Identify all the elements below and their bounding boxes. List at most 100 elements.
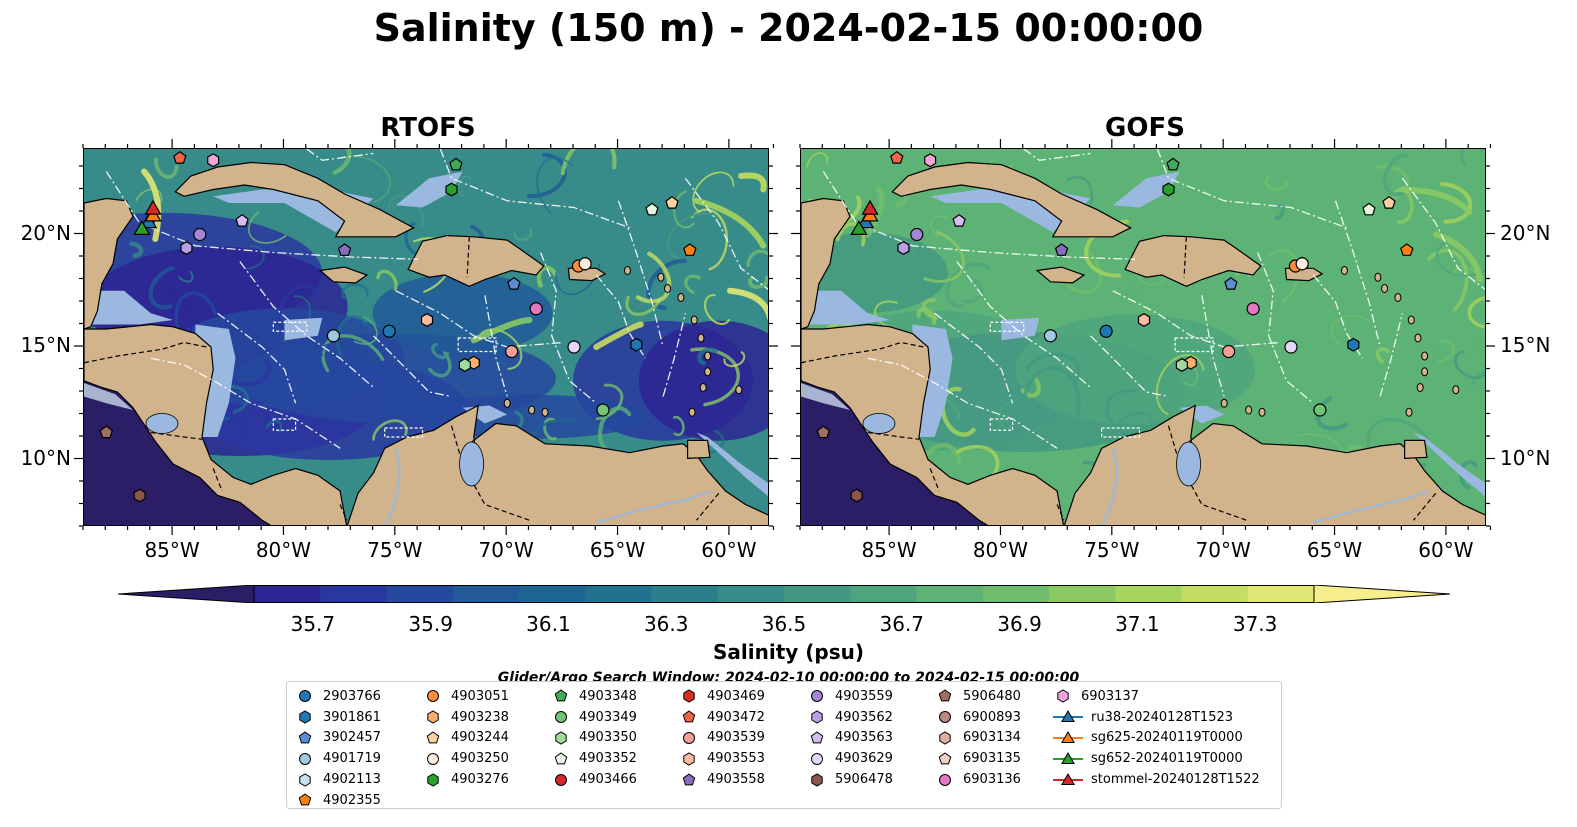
float-marker-4903539[interactable] [505,344,519,359]
colorbar-tick-label: 35.9 [408,612,453,636]
colorbar-bin [585,585,652,603]
float-marker-5906480[interactable] [99,425,114,439]
hexagon-marker-icon [299,710,311,724]
legend-item: 6903135 [935,748,1021,769]
legend-column: 4903348 4903349 4903350 4903352 4903466 [551,686,637,790]
float-marker-4902355[interactable] [1400,243,1414,256]
legend-item-label: 4903629 [835,751,893,767]
float-marker-3901861[interactable] [1347,337,1360,352]
float-marker-4903276[interactable] [1162,182,1175,197]
float-marker-4903558[interactable] [1054,243,1069,256]
float-marker-4903238[interactable] [1184,355,1197,370]
float-marker-4903563[interactable] [235,213,249,227]
legend-item: 4903466 [551,769,637,790]
float-marker-4903558[interactable] [337,243,352,256]
float-marker-4903250[interactable] [578,257,592,271]
float-marker-6903137[interactable] [207,153,220,168]
float-marker-6903136[interactable] [1246,302,1260,316]
float-marker-4903350[interactable] [458,358,471,372]
float-marker-4903352[interactable] [1362,202,1376,216]
lat-tick-label: 20°N [1500,220,1551,245]
glider-marker-stommel-20240128T1522[interactable] [144,199,162,215]
float-marker-4903352[interactable] [645,202,659,216]
circle-marker-icon [683,731,695,744]
float-marker-2903766[interactable] [382,324,396,338]
legend-item-label: 4903466 [579,772,637,788]
legend-column: 4903559 4903562 4903563 4903629 5906478 [807,686,893,790]
float-marker-3902457[interactable] [507,276,521,290]
float-marker-4903250[interactable] [1295,257,1309,271]
float-marker-4903629[interactable] [567,340,581,354]
legend-item: 4903472 [679,707,765,728]
float-marker-4903562[interactable] [180,241,193,255]
float-marker-6903136[interactable] [529,302,543,316]
triangle-marker-icon [1053,772,1083,785]
float-marker-4903629[interactable] [1284,340,1298,354]
float-marker-5906480[interactable] [816,425,831,439]
float-marker-5906478[interactable] [850,488,863,503]
float-marker-4901719[interactable] [1043,329,1058,343]
float-marker-4901719[interactable] [326,329,341,343]
float-marker-4903349[interactable] [596,403,610,417]
legend-item-label: 6900893 [963,709,1021,725]
legend-item-label: 3902457 [323,730,381,746]
legend-item-label: 4903539 [707,730,765,746]
float-marker-4903348[interactable] [449,157,463,171]
float-marker-4903559[interactable] [193,227,207,242]
lon-tick-label: 70°W [1195,538,1251,562]
float-marker-4903562[interactable] [897,241,910,255]
pentagon-marker-icon [426,731,440,744]
float-marker-3901861[interactable] [630,337,643,352]
float-marker-4903350[interactable] [1175,358,1188,372]
panel-title-gofs: GOFS [1105,113,1185,143]
legend-item-label: sg652-20240119T0000 [1091,751,1243,767]
float-marker-4903276[interactable] [445,182,458,197]
pentagon-marker-icon [938,689,952,702]
float-marker-4903244[interactable] [1382,195,1396,209]
float-marker-4903244[interactable] [665,195,679,209]
float-marker-4903472[interactable] [173,150,187,164]
float-marker-4903559[interactable] [910,227,924,242]
legend-item-label: 6903134 [963,730,1021,746]
map-panel-gofs[interactable] [800,148,1486,526]
colorbar-bin [320,585,387,603]
legend-item-label: 3901861 [323,709,381,725]
glider-marker-stommel-20240128T1522[interactable] [861,199,879,215]
float-marker-4903238[interactable] [467,355,480,370]
float-marker-4903553[interactable] [420,313,434,327]
float-marker-4903539[interactable] [1222,344,1236,359]
float-marker-6903137[interactable] [924,153,937,168]
float-marker-4903348[interactable] [1166,157,1180,171]
circle-marker-icon [299,752,311,765]
float-marker-4903563[interactable] [952,213,966,227]
map-panel-rtofs[interactable] [83,148,769,526]
legend-item-label: 4903559 [835,688,893,704]
float-marker-3902457[interactable] [1224,276,1238,290]
hexagon-marker-icon [811,773,823,787]
legend-item-label: 4903244 [451,730,509,746]
lat-tick-label: 10°N [20,445,71,470]
float-marker-4903349[interactable] [1313,403,1327,417]
float-marker-4903472[interactable] [890,150,904,164]
legend-item: 6903136 [935,769,1021,790]
legend-item-label: 5906478 [835,772,893,788]
circle-marker-icon [299,690,311,703]
colorbar-bin [452,585,520,603]
float-marker-4903553[interactable] [1137,313,1151,327]
float-marker-2903766[interactable] [1099,324,1113,338]
triangle-marker-icon [1053,751,1083,764]
hexagon-marker-icon [683,752,695,766]
lat-tick-label: 20°N [20,220,71,245]
float-marker-5906478[interactable] [133,488,146,503]
glider-marker-sg652-20240119T0000[interactable] [133,220,151,236]
map-canvas-rtofs [84,149,768,525]
float-marker-4902355[interactable] [683,243,697,256]
legend-item: ru38-20240128T1523 [1053,707,1260,728]
legend-item: 4903629 [807,748,893,769]
hexagon-marker-icon [427,773,439,787]
legend-item: 5906478 [807,769,893,790]
legend-item: 4903051 [423,686,509,707]
legend-item-label: 6903135 [963,751,1021,767]
colorbar-bin [982,585,1050,603]
glider-marker-sg652-20240119T0000[interactable] [850,220,868,236]
